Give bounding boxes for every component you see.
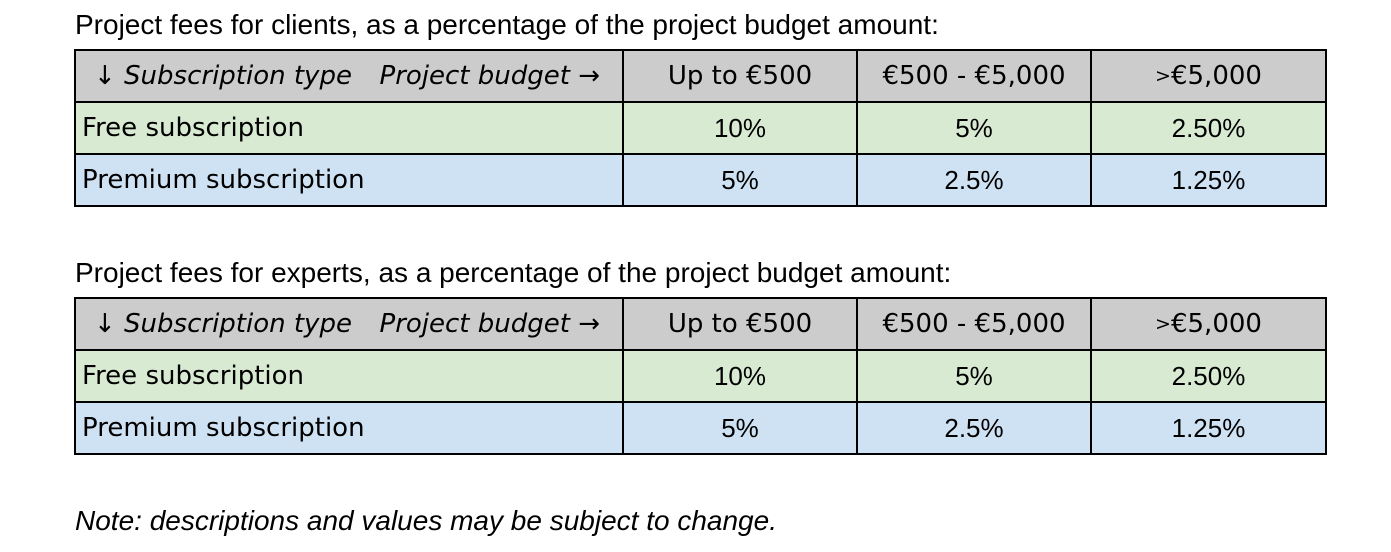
- band-over-5000-label: €5,000: [1170, 309, 1262, 339]
- column-axis-label: Project budget →: [379, 309, 600, 339]
- subscription-type-premium: Premium subscription: [74, 401, 624, 455]
- disclaimer-note: Note: descriptions and values may be sub…: [75, 505, 777, 536]
- fee-cell: 2.5%: [856, 401, 1092, 455]
- client-fees-table: ↓ Subscription type Project budget → Up …: [74, 49, 1327, 207]
- header-corner-cell: ↓ Subscription type Project budget →: [74, 297, 624, 351]
- band-header-up-to-500: Up to €500: [622, 49, 858, 103]
- band-header-500-to-5000: €500 - €5,000: [856, 49, 1092, 103]
- fee-cell: 2.5%: [856, 153, 1092, 207]
- header-corner-cell: ↓ Subscription type Project budget →: [74, 49, 624, 103]
- subscription-type-free: Free subscription: [74, 101, 624, 155]
- table-header-row: ↓ Subscription type Project budget → Up …: [74, 297, 1327, 351]
- greater-than-sign: >: [1155, 313, 1171, 335]
- fee-cell: 10%: [622, 349, 858, 403]
- greater-than-sign: >: [1155, 65, 1171, 87]
- band-header-up-to-500: Up to €500: [622, 297, 858, 351]
- row-axis-label: ↓ Subscription type: [94, 61, 352, 91]
- fee-cell: 5%: [622, 153, 858, 207]
- band-over-5000-label: €5,000: [1170, 61, 1262, 91]
- fee-cell: 2.50%: [1090, 349, 1327, 403]
- table-header-row: ↓ Subscription type Project budget → Up …: [74, 49, 1327, 103]
- band-header-500-to-5000: €500 - €5,000: [856, 297, 1092, 351]
- fee-cell: 1.25%: [1090, 401, 1327, 455]
- subscription-type-free: Free subscription: [74, 349, 624, 403]
- fee-cell: 5%: [856, 349, 1092, 403]
- table-row: Premium subscription 5% 2.5% 1.25%: [74, 153, 1327, 207]
- band-header-over-5000: >€5,000: [1090, 297, 1327, 351]
- row-axis-label: ↓ Subscription type: [94, 309, 352, 339]
- expert-fees-caption: Project fees for experts, as a percentag…: [75, 257, 952, 288]
- expert-fees-table: ↓ Subscription type Project budget → Up …: [74, 297, 1327, 455]
- table-row: Premium subscription 5% 2.5% 1.25%: [74, 401, 1327, 455]
- subscription-type-premium: Premium subscription: [74, 153, 624, 207]
- fee-cell: 2.50%: [1090, 101, 1327, 155]
- band-header-over-5000: >€5,000: [1090, 49, 1327, 103]
- fee-cell: 1.25%: [1090, 153, 1327, 207]
- client-fees-caption: Project fees for clients, as a percentag…: [75, 9, 939, 40]
- fee-cell: 10%: [622, 101, 858, 155]
- table-row: Free subscription 10% 5% 2.50%: [74, 349, 1327, 403]
- table-row: Free subscription 10% 5% 2.50%: [74, 101, 1327, 155]
- fee-cell: 5%: [622, 401, 858, 455]
- fee-cell: 5%: [856, 101, 1092, 155]
- column-axis-label: Project budget →: [379, 61, 600, 91]
